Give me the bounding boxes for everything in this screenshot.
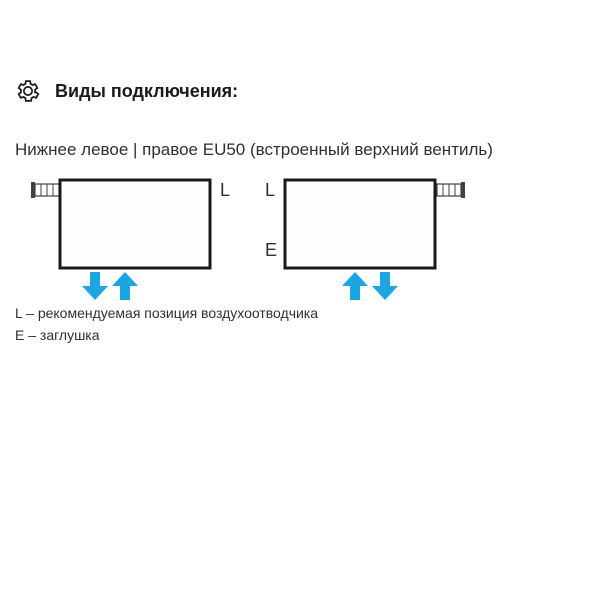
legend: L – рекомендуемая позиция воздухоотводчи… <box>15 302 318 347</box>
svg-text:E: E <box>265 240 277 260</box>
connection-diagrams: L L E <box>15 170 485 305</box>
header: Виды подключения: <box>15 78 238 104</box>
legend-line-l: L – рекомендуемая позиция воздухоотводчи… <box>15 302 318 324</box>
svg-text:L: L <box>265 180 275 200</box>
subtitle: Нижнее левое | правое EU50 (встроенный в… <box>15 140 493 160</box>
gear-icon <box>15 78 41 104</box>
legend-line-e: E – заглушка <box>15 324 318 346</box>
svg-text:L: L <box>220 180 230 200</box>
section-title: Виды подключения: <box>55 81 238 102</box>
